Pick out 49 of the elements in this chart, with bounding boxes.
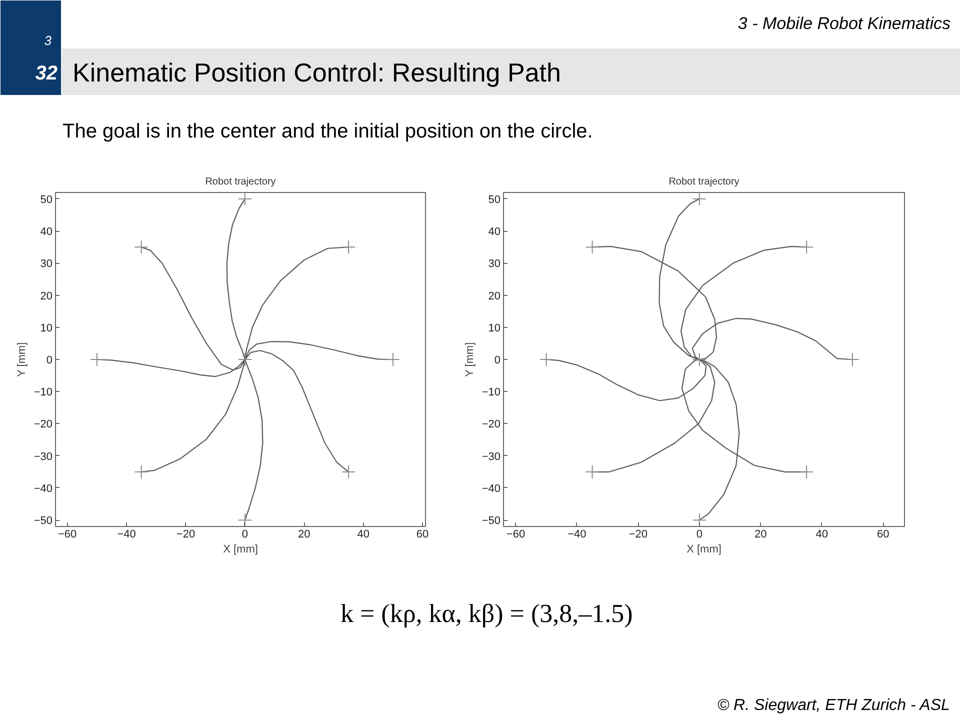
text: 3 xyxy=(44,33,52,48)
y-tick-label: −40 xyxy=(482,482,501,495)
text: Kinematic Position Control: Resulting Path xyxy=(72,58,561,88)
y-tick-label: 10 xyxy=(488,322,501,334)
y-tick-label: 20 xyxy=(40,290,53,302)
y-tick-label: −20 xyxy=(482,418,501,431)
x-tick-label: 20 xyxy=(754,528,767,540)
text: The goal is in the center and the initial position on the circle. xyxy=(62,120,593,142)
y-tick-label: 30 xyxy=(488,258,501,270)
y-tick-label: 0 xyxy=(46,354,53,366)
y-tick-label: −10 xyxy=(482,386,501,399)
y-tick-label: 40 xyxy=(488,226,501,238)
y-tick-label: 40 xyxy=(40,226,53,238)
y-tick-label: 30 xyxy=(40,258,53,270)
y-tick-label: 10 xyxy=(40,322,53,334)
y-tick-label: 50 xyxy=(488,194,501,206)
y-tick-label: 50 xyxy=(40,194,53,206)
y-tick-label: −20 xyxy=(34,418,53,431)
x-tick-label: −40 xyxy=(568,528,586,540)
text: © R. Siegwart, ETH Zurich - ASL xyxy=(717,697,950,714)
x-tick-label: 20 xyxy=(298,528,310,540)
x-axis-title: X [mm] xyxy=(223,544,258,556)
y-axis-title: Y [mm] xyxy=(464,342,476,377)
x-tick-label: 0 xyxy=(242,528,248,540)
x-tick-label: −20 xyxy=(176,528,196,540)
x-tick-label: 60 xyxy=(876,528,890,540)
y-tick-label: −40 xyxy=(34,482,53,495)
x-tick-label: −60 xyxy=(58,528,77,540)
y-tick-label: −10 xyxy=(34,386,53,399)
x-tick-label: −20 xyxy=(628,528,648,540)
x-tick-label: −60 xyxy=(506,528,526,540)
y-tick-label: −50 xyxy=(482,515,501,528)
y-tick-label: −30 xyxy=(34,450,53,463)
y-axis-title: Y [mm] xyxy=(16,342,28,377)
chart-title: Robot trajectory xyxy=(668,176,740,188)
x-tick-label: 40 xyxy=(357,528,370,540)
x-tick-label: 0 xyxy=(696,528,702,540)
x-tick-label: 40 xyxy=(816,528,828,540)
x-tick-label: 60 xyxy=(416,528,429,540)
text: k = (kρ, kα, kβ) = (3,8,–1.5) xyxy=(340,599,633,628)
chart-title: Robot trajectory xyxy=(205,176,276,188)
x-tick-label: −40 xyxy=(117,528,136,540)
y-tick-label: −30 xyxy=(482,450,501,463)
text: 32 xyxy=(35,62,58,84)
y-tick-label: 0 xyxy=(494,354,501,366)
text: 3 - Mobile Robot Kinematics xyxy=(738,14,951,33)
y-tick-label: −50 xyxy=(34,515,53,528)
x-axis-title: X [mm] xyxy=(686,544,722,556)
y-tick-label: 20 xyxy=(488,290,501,302)
